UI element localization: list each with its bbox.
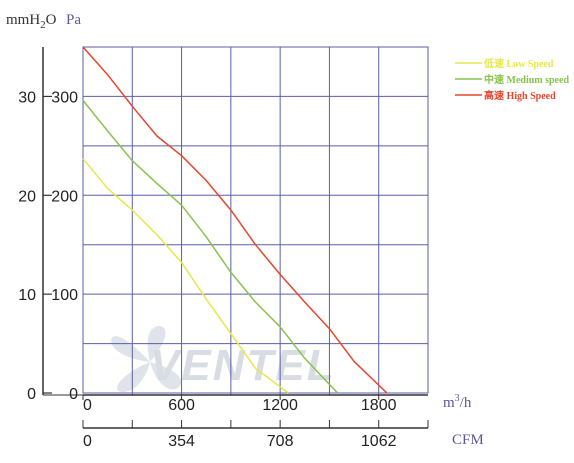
x-bottom-ticks: 0 354 708 1062 (82, 420, 429, 450)
curves (82, 46, 388, 394)
y-tick-label-pa: 0 (69, 386, 78, 403)
x-top-tick-label: 600 (168, 397, 195, 414)
y-tick-label-pa: 300 (51, 89, 78, 106)
y-tick-label-mmh2o: 0 (27, 386, 36, 403)
legend-label: 高速 High Speed (484, 89, 556, 102)
x-top-tick-label: 1800 (361, 397, 397, 414)
y-axis: 0 0 10 100 20 200 30 300 mmH2O Pa (6, 12, 83, 403)
x-bottom-tick-label: 708 (267, 433, 294, 450)
x-bottom-tick-label: 354 (168, 433, 195, 450)
series-line-1 (82, 99, 339, 394)
watermark: VENTEL (111, 326, 336, 392)
y-unit-mmh2o: mmH2O (6, 12, 57, 31)
y-tick-label-mmh2o: 10 (18, 287, 36, 304)
y-tick-label-mmh2o: 20 (18, 188, 36, 205)
y-unit-pa: Pa (66, 12, 81, 28)
y-tick-label-pa: 200 (51, 188, 78, 205)
plot-area (82, 46, 429, 395)
x-unit-cfm: CFM (452, 432, 484, 448)
series-line-0 (82, 158, 289, 394)
legend: 低速 Low Speed 中速 Medium speed 高速 High Speed (455, 57, 569, 102)
y-tick-label-pa: 100 (51, 287, 78, 304)
x-unit-m3h: m3/h (443, 393, 472, 411)
x-axis-bottom: 0 354 708 1062 CFM (82, 420, 484, 450)
legend-label: 中速 Medium speed (484, 73, 569, 86)
plot-frame (82, 46, 429, 394)
legend-label: 低速 Low Speed (483, 57, 554, 70)
series-line-2 (82, 46, 388, 394)
x-top-ticks: 0 600 1200 1800 (82, 395, 397, 414)
x-bottom-tick-label: 1062 (361, 433, 397, 450)
x-top-tick-label: 0 (83, 397, 92, 414)
y-tick-label-mmh2o: 30 (18, 89, 36, 106)
grid (83, 47, 428, 395)
x-axis-top: 0 600 1200 1800 m3/h (82, 393, 472, 414)
x-top-tick-label: 1200 (262, 397, 298, 414)
watermark-text: VENTEL (150, 341, 336, 390)
y-ticks: 0 0 10 100 20 200 30 300 (18, 89, 78, 403)
x-bottom-tick-label: 0 (83, 433, 92, 450)
